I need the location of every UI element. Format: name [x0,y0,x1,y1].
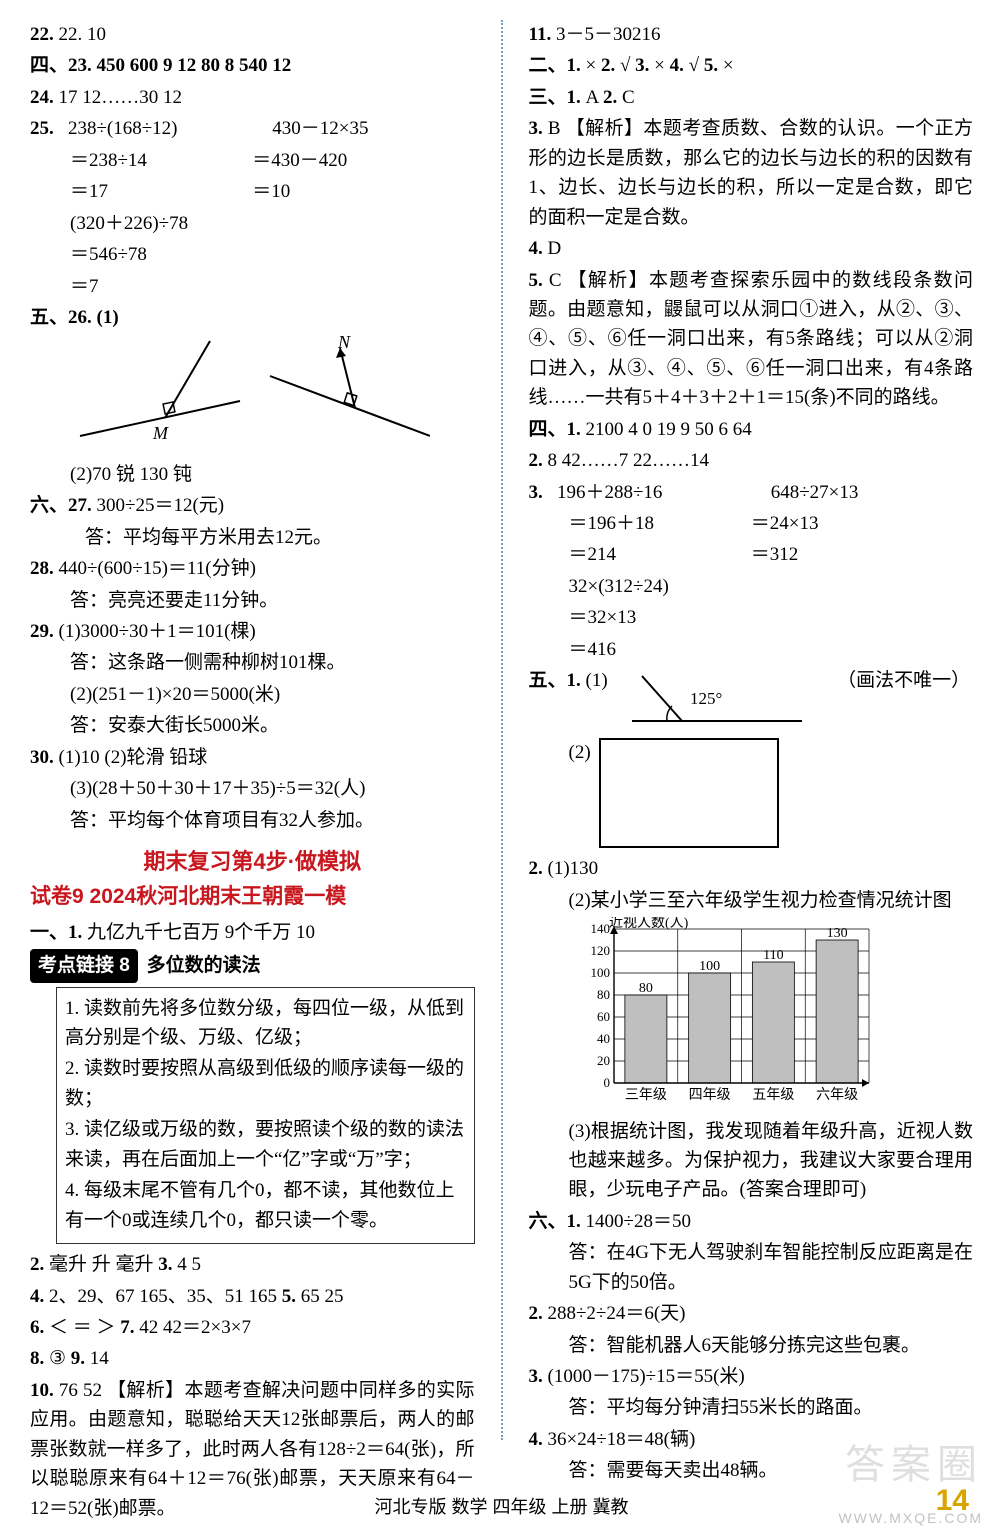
answer-text: 答：亮亮还要走11分钟。 [30,586,475,615]
bar-chart: 近视人数(人)02040608010012014080三年级100四年级110五… [579,917,974,1116]
q2-3-text: (3)根据统计图，我发现随着年级升高，近视人数也越来越多。为保护视力，我建议大家… [529,1117,974,1205]
ans: 四、1. 2100 4 0 19 9 50 6 64 [529,415,974,444]
svg-text:110: 110 [763,948,783,963]
ans: 2. (1)130 [529,854,974,883]
answer-text: (3)(28＋50＋30＋17＋35)÷5＝32(人) [30,774,475,803]
step: ＝430－420 [252,146,474,175]
svg-text:80: 80 [597,987,610,1002]
step: ＝546÷78 [30,240,252,269]
klabel-row: 考点链接 8 多位数的读法 [30,949,475,982]
box-line: 4. 每级末尾不管有几个0，都不读，其他数位上有一个0或连续几个0，都只读一个零… [65,1176,466,1235]
svg-text:五年级: 五年级 [752,1087,794,1103]
step: (320＋226)÷78 [30,209,252,238]
step: ＝24×13 [751,509,973,538]
section-title: 期末复习第4步·做模拟 [30,845,475,879]
q6-2: 2. 288÷2÷24＝6(天) [529,1299,974,1328]
step: ＝214 [529,540,751,569]
answer-text: 答：在4G下无人驾驶刹车智能控制反应距离是在5G下的50倍。 [529,1238,974,1297]
q29: 29. (1)3000÷30＋1＝101(棵) [30,617,475,646]
step: ＝7 [30,272,252,301]
step: 32×(312÷24) [529,572,751,601]
blank-rect [599,738,779,848]
svg-text:120: 120 [590,943,610,958]
answer-line: 24. 17 12……30 12 [30,83,475,112]
q5-explain: 5. C 【解析】本题考查探索乐园中的数线段条数问题。由题意知，鼹鼠可以从洞口①… [529,266,974,413]
q5-1: 五、1. (1) 125° （画法不唯一） [529,666,974,736]
watermark-url: WWW.MXQE.COM [838,1508,983,1530]
note: （画法不唯一） [837,670,970,691]
answer-text: 答：平均每平方米用去12元。 [30,523,475,552]
q6-1: 六、1. 1400÷28＝50 [529,1207,974,1236]
ans: 2. 8 42……7 22……14 [529,446,974,475]
q4-3-block: 3. 196＋288÷16 ＝196＋18 ＝214 32×(312÷24) ＝… [529,478,974,667]
ans: 三、1. A 2. C [529,83,974,112]
svg-text:0: 0 [603,1075,610,1090]
step: 430－12×35 [252,114,474,143]
svg-text:130: 130 [826,926,847,941]
q3-explain: 3. B 【解析】本题考查质数、合数的认识。一个正方形的边长是质数，那么它的边长… [529,114,974,232]
kaodian-title: 多位数的读法 [147,955,261,976]
q30: 30. (1)10 (2)轮滑 铅球 [30,743,475,772]
q26-label: 五、26. (1) [30,303,475,332]
ans: 4. 2、29、67 165、35、51 165 5. 65 25 [30,1282,475,1311]
step: ＝196＋18 [529,509,751,538]
t: 22. 10 [59,24,107,45]
svg-text:60: 60 [597,1009,610,1024]
answer-line: 22. 22. 10 [30,20,475,49]
step: ＝312 [751,540,973,569]
svg-text:100: 100 [699,959,720,974]
ans: 二、1. × 2. √ 3. × 4. √ 5. × [529,51,974,80]
ans: 8. ③ 9. 14 [30,1344,475,1373]
step: 648÷27×13 [751,478,973,507]
kaodian-badge: 考点链接 8 [30,949,138,982]
step: ＝238÷14 [30,146,252,175]
left-column: 22. 22. 10 四、23. 450 600 9 12 80 8 540 1… [30,20,475,1440]
box-line: 3. 读亿级或万级的数，要按照读个级的数的读法来读，再在后面加上一个“亿”字或“… [65,1115,466,1174]
chart-title: (2)某小学三至六年级学生视力检查情况统计图 [529,886,974,915]
step: ＝17 [30,177,252,206]
watermark: 答案圈 [845,1434,983,1496]
box-line: 2. 读数时要按照从高级到低级的顺序读每一级的数； [65,1054,466,1113]
svg-text:140: 140 [590,921,610,936]
geometry-figure: M N [70,336,475,455]
answer-text: 答：平均每个体育项目有32人参加。 [30,806,475,835]
answer-text: (2)(251－1)×20＝5000(米) [30,680,475,709]
paper-title: 试卷9 2024秋河北期末王朝霞一模 [30,881,475,914]
q5-1-2: (2) [529,738,974,848]
step: ＝416 [529,635,751,664]
answer-text: 答：这条路一侧需种柳树101棵。 [30,648,475,677]
ans: 11. 3－5－30216 [529,20,974,49]
s1-1: 一、1. 九亿九千七百万 9个千万 10 [30,918,475,947]
column-divider [501,20,503,1440]
step: ＝10 [252,177,474,206]
svg-text:100: 100 [590,965,610,980]
box-line: 1. 读数前先将多位数分级，每四位一级，从低到高分别是个级、万级、亿级； [65,994,466,1053]
svg-text:M: M [152,423,169,443]
svg-text:N: N [337,336,351,352]
q28: 28. 440÷(600÷15)＝11(分钟) [30,554,475,583]
q6-3: 3. (1000－175)÷15＝55(米) [529,1362,974,1391]
answer-line: 四、23. 450 600 9 12 80 8 540 12 [30,51,475,80]
answer-text: 答：安泰大街长5000米。 [30,711,475,740]
angle-figure: 125° [612,666,832,736]
kaodian-box: 1. 读数前先将多位数分级，每四位一级，从低到高分别是个级、万级、亿级； 2. … [56,987,475,1245]
svg-text:四年级: 四年级 [688,1087,730,1103]
ans: 6. ＜ ＝ ＞ 7. 42 42＝2×3×7 [30,1313,475,1342]
right-column: 11. 3－5－30216 二、1. × 2. √ 3. × 4. √ 5. ×… [529,20,974,1440]
svg-text:20: 20 [597,1053,610,1068]
answer-line: (2)70 锐 130 钝 [30,460,475,489]
ans: 4. D [529,234,974,263]
svg-text:40: 40 [597,1031,610,1046]
answer-text: 答：智能机器人6天能够分拣完这些包裹。 [529,1331,974,1360]
q27: 六、27. 300÷25＝12(元) [30,491,475,520]
svg-text:三年级: 三年级 [624,1087,666,1103]
svg-text:六年级: 六年级 [816,1087,858,1103]
step: ＝32×13 [529,603,751,632]
ans: 2. 毫升 升 毫升 3. 4 5 [30,1250,475,1279]
answer-text: 答：平均每分钟清扫55米长的路面。 [529,1393,974,1422]
q25-block: 25. 238÷(168÷12) ＝238÷14 ＝17 (320＋226)÷7… [30,114,475,303]
svg-text:125°: 125° [690,689,722,708]
svg-text:80: 80 [638,981,652,996]
